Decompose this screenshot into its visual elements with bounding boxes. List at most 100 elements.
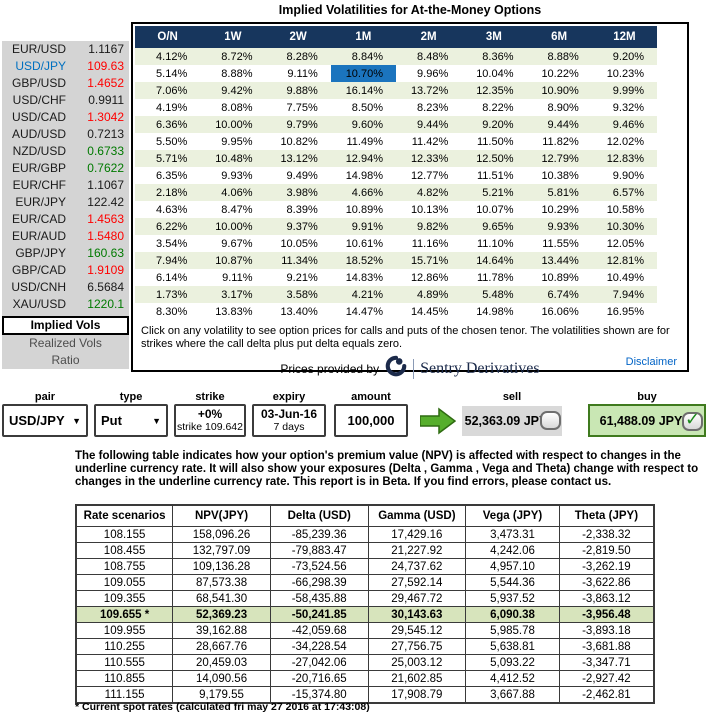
vol-cell[interactable]: 9.79% — [286, 118, 318, 131]
vol-cell[interactable]: 14.47% — [345, 305, 383, 318]
vol-cell[interactable]: 12.83% — [606, 152, 644, 165]
tab-implied-vols[interactable]: Implied Vols — [2, 316, 129, 335]
vol-cell[interactable]: 14.45% — [410, 305, 449, 318]
vol-cell[interactable]: 10.38% — [541, 169, 579, 182]
vol-cell[interactable]: 9.96% — [417, 67, 449, 80]
vol-cell[interactable]: 3.58% — [286, 288, 318, 301]
vol-cell[interactable]: 8.47% — [221, 203, 253, 216]
vol-cell[interactable]: 4.89% — [417, 288, 449, 301]
buy-quote-button[interactable]: 61,488.09 JPY ✓ — [588, 404, 706, 437]
vol-cell[interactable]: 9.49% — [286, 169, 318, 182]
vol-cell[interactable]: 11.49% — [346, 135, 384, 148]
vol-cell[interactable]: 9.20% — [482, 118, 514, 131]
vol-cell[interactable]: 10.82% — [280, 135, 318, 148]
vol-cell[interactable]: 9.21% — [286, 271, 318, 284]
vol-cell[interactable]: 10.05% — [280, 237, 318, 250]
pair-row-eur-cad[interactable]: EUR/CAD 1.4563 — [2, 211, 129, 228]
vol-cell[interactable]: 6.22% — [156, 220, 188, 233]
vol-cell[interactable]: 13.72% — [410, 84, 449, 97]
vol-cell[interactable]: 4.63% — [156, 203, 188, 216]
vol-cell[interactable]: 4.19% — [156, 101, 188, 114]
vol-cell[interactable]: 12.50% — [476, 152, 514, 165]
vol-cell[interactable]: 10.22% — [541, 67, 579, 80]
vol-cell[interactable]: 16.95% — [606, 305, 644, 318]
vol-cell[interactable]: 6.35% — [156, 169, 188, 182]
vol-cell[interactable]: 8.88% — [221, 67, 253, 80]
type-select[interactable]: Put ▼ — [94, 404, 168, 437]
vol-cell[interactable]: 4.06% — [221, 186, 253, 199]
pair-row-usd-jpy[interactable]: USD/JPY 109.63 — [2, 58, 129, 75]
vol-cell[interactable]: 9.46% — [612, 118, 644, 131]
vol-cell[interactable]: 8.30% — [156, 305, 188, 318]
vol-cell[interactable]: 9.90% — [612, 169, 644, 182]
vol-cell[interactable]: 12.05% — [606, 237, 644, 250]
vol-cell[interactable]: 12.86% — [410, 271, 449, 284]
vol-cell[interactable]: 14.98% — [345, 169, 383, 182]
vol-cell[interactable]: 9.44% — [547, 118, 579, 131]
vol-cell[interactable]: 14.83% — [345, 271, 383, 284]
vol-cell[interactable]: 8.84% — [351, 50, 383, 63]
pair-row-eur-usd[interactable]: EUR/USD 1.1167 — [2, 41, 129, 58]
vol-cell[interactable]: 14.98% — [476, 305, 514, 318]
vol-cell[interactable]: 12.94% — [345, 152, 383, 165]
pair-select[interactable]: USD/JPY ▼ — [2, 404, 88, 437]
vol-cell[interactable]: 10.29% — [541, 203, 579, 216]
vol-cell[interactable]: 11.16% — [411, 237, 449, 250]
vol-cell[interactable]: 13.44% — [541, 254, 579, 267]
vol-cell[interactable]: 9.44% — [417, 118, 449, 131]
vol-cell[interactable]: 8.39% — [286, 203, 318, 216]
vol-cell[interactable]: 18.52% — [345, 254, 383, 267]
pair-row-aud-usd[interactable]: AUD/USD 0.7213 — [2, 126, 129, 143]
vol-cell[interactable]: 15.71% — [410, 254, 449, 267]
vol-cell[interactable]: 9.60% — [351, 118, 383, 131]
sell-checkbox[interactable] — [540, 411, 561, 430]
vol-cell[interactable]: 11.51% — [477, 169, 514, 182]
vol-cell[interactable]: 11.82% — [542, 135, 579, 148]
vol-cell[interactable]: 11.42% — [411, 135, 449, 148]
vol-cell[interactable]: 5.21% — [482, 186, 514, 199]
pair-row-usd-cad[interactable]: USD/CAD 1.3042 — [2, 109, 129, 126]
vol-cell[interactable]: 9.99% — [612, 84, 644, 97]
vol-cell[interactable]: 4.82% — [417, 186, 449, 199]
vol-cell[interactable]: 9.88% — [286, 84, 318, 97]
vol-cell[interactable]: 8.28% — [286, 50, 318, 63]
tab-ratio[interactable]: Ratio — [51, 353, 80, 367]
vol-cell[interactable]: 5.48% — [482, 288, 514, 301]
expiry-field[interactable]: 03-Jun-16 7 days — [252, 404, 326, 437]
vol-cell[interactable]: 10.89% — [541, 271, 579, 284]
vol-cell[interactable]: 10.87% — [215, 254, 253, 267]
vol-cell[interactable]: 8.50% — [351, 101, 383, 114]
vol-cell[interactable]: 9.95% — [221, 135, 253, 148]
vol-cell[interactable]: 14.64% — [476, 254, 514, 267]
vol-cell[interactable]: 10.00% — [215, 220, 253, 233]
vol-cell[interactable]: 12.02% — [606, 135, 644, 148]
vol-cell[interactable]: 8.88% — [547, 50, 579, 63]
vol-cell[interactable]: 11.55% — [542, 237, 579, 250]
vol-cell[interactable]: 10.90% — [541, 84, 579, 97]
vol-cell[interactable]: 5.81% — [547, 186, 579, 199]
vol-cell[interactable]: 10.23% — [606, 67, 644, 80]
vol-cell[interactable]: 9.93% — [547, 220, 579, 233]
vol-cell[interactable]: 10.70% — [330, 65, 396, 82]
pair-row-eur-gbp[interactable]: EUR/GBP 0.7622 — [2, 160, 129, 177]
pair-row-gbp-cad[interactable]: GBP/CAD 1.9109 — [2, 262, 129, 279]
vol-cell[interactable]: 12.33% — [410, 152, 449, 165]
strike-field[interactable]: +0% strike 109.642 — [174, 404, 246, 437]
vol-cell[interactable]: 13.40% — [280, 305, 318, 318]
vol-cell[interactable]: 10.61% — [345, 237, 383, 250]
pair-row-nzd-usd[interactable]: NZD/USD 0.6733 — [2, 143, 129, 160]
vol-cell[interactable]: 8.22% — [482, 101, 514, 114]
vol-cell[interactable]: 6.14% — [156, 271, 188, 284]
pair-row-gbp-usd[interactable]: GBP/USD 1.4652 — [2, 75, 129, 92]
amount-field[interactable]: 100,000 — [334, 404, 408, 437]
vol-cell[interactable]: 7.06% — [156, 84, 188, 97]
vol-cell[interactable]: 3.17% — [221, 288, 253, 301]
vol-cell[interactable]: 10.13% — [410, 203, 449, 216]
vol-cell[interactable]: 11.78% — [477, 271, 514, 284]
vol-cell[interactable]: 4.21% — [351, 288, 383, 301]
vol-cell[interactable]: 1.73% — [156, 288, 188, 301]
vol-cell[interactable]: 16.14% — [345, 84, 383, 97]
vol-cell[interactable]: 8.23% — [417, 101, 449, 114]
vol-cell[interactable]: 12.81% — [606, 254, 644, 267]
vol-cell[interactable]: 5.50% — [156, 135, 188, 148]
